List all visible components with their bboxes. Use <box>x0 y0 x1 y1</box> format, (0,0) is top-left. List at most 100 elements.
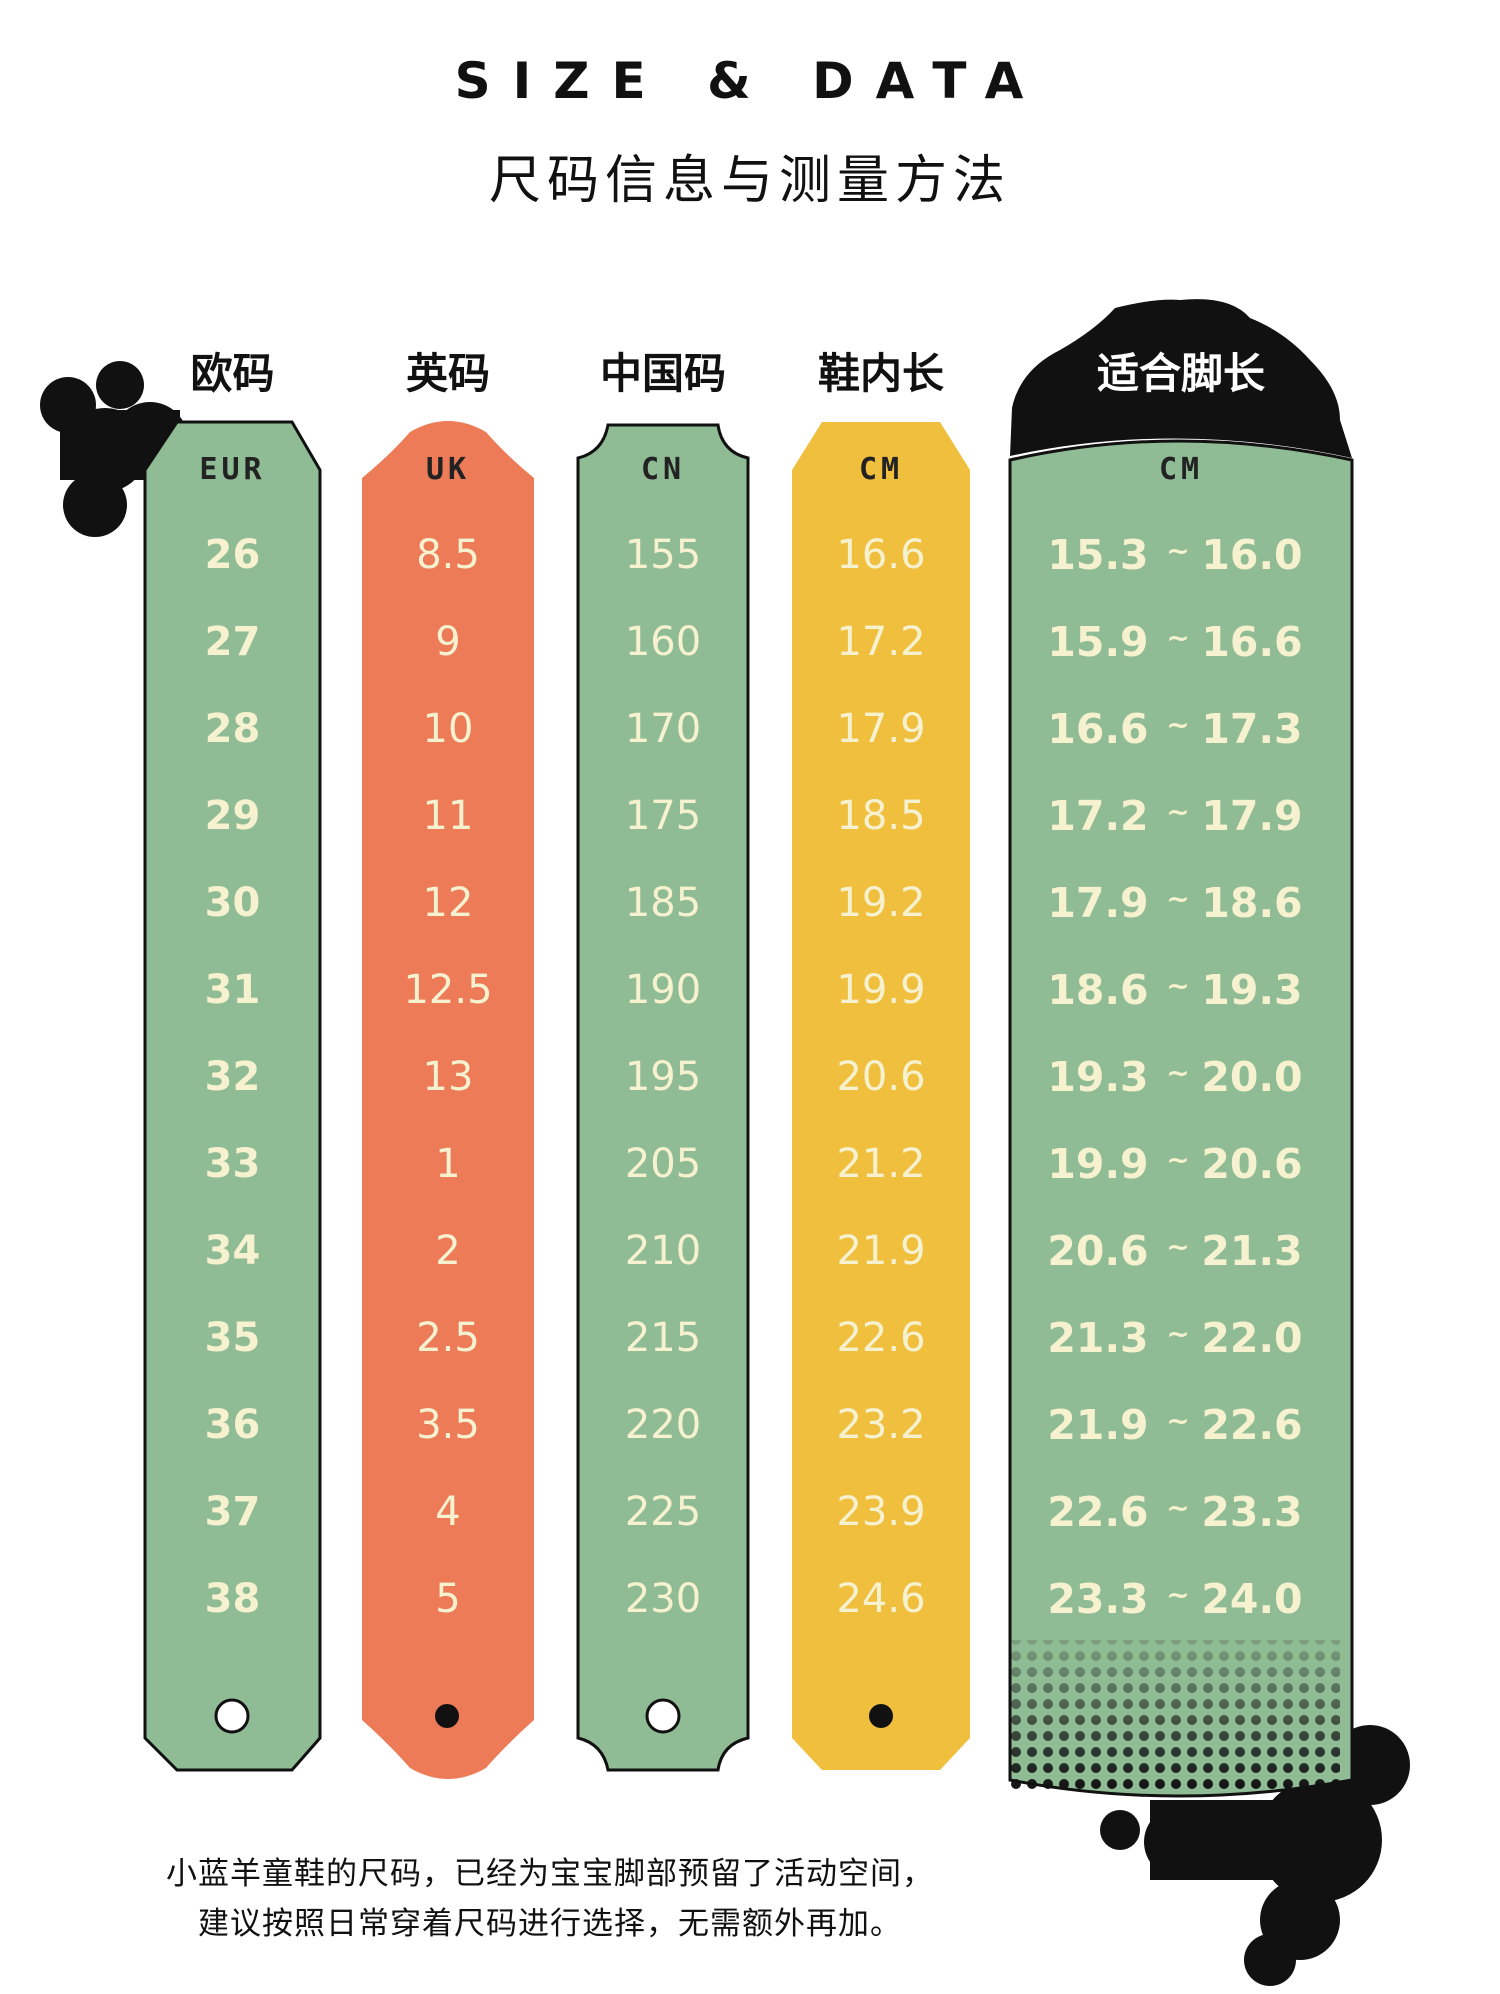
size-cell: 17.2 <box>836 619 926 665</box>
header-uk: 英码 <box>405 349 490 398</box>
foot-length-min: 17.9 <box>1047 879 1149 927</box>
tag-cm-hole <box>869 1704 893 1728</box>
size-cell: 18.5 <box>836 793 926 839</box>
size-cell: 8.5 <box>416 532 480 578</box>
foot-length-max: 20.6 <box>1201 1140 1303 1188</box>
tag-eur-hole <box>214 1698 250 1734</box>
size-cell: 12 <box>422 880 474 926</box>
size-cell: 26 <box>204 532 261 578</box>
range-separator: ~ <box>1166 1143 1190 1176</box>
size-cell: 185 <box>624 880 702 926</box>
foot-length-min: 17.2 <box>1047 792 1149 840</box>
range-separator: ~ <box>1166 1491 1190 1524</box>
size-cell: 36 <box>204 1402 261 1448</box>
size-cell: 12.5 <box>403 967 493 1013</box>
size-cell: 17.9 <box>836 706 926 752</box>
size-cell: 33 <box>204 1141 261 1187</box>
size-cell: 2 <box>435 1228 461 1274</box>
size-cell: 29 <box>204 793 261 839</box>
range-separator: ~ <box>1166 621 1190 654</box>
size-cell: 21.9 <box>836 1228 926 1274</box>
halftone-pattern <box>1010 1640 1352 1790</box>
unit-insole: CM <box>858 452 904 487</box>
range-separator: ~ <box>1166 534 1190 567</box>
size-cell: 4 <box>435 1489 461 1535</box>
range-separator: ~ <box>1166 1056 1190 1089</box>
size-cell: 215 <box>624 1315 702 1361</box>
size-cell: 28 <box>204 706 261 752</box>
size-cell: 19.9 <box>836 967 926 1013</box>
size-cell: 1 <box>435 1141 461 1187</box>
size-cell: 225 <box>624 1489 702 1535</box>
foot-length-max: 17.3 <box>1201 705 1303 753</box>
size-cell: 11 <box>422 793 474 839</box>
size-cell: 32 <box>204 1054 261 1100</box>
size-cell: 20.6 <box>836 1054 926 1100</box>
size-cell: 220 <box>624 1402 702 1448</box>
tag-uk-hole <box>435 1704 459 1728</box>
header-insole: 鞋内长 <box>817 349 944 398</box>
unit-cn: CN <box>640 452 686 487</box>
size-cell: 170 <box>624 706 702 752</box>
foot-length-min: 19.3 <box>1047 1053 1149 1101</box>
size-cell: 190 <box>624 967 702 1013</box>
foot-length-max: 19.3 <box>1201 966 1303 1014</box>
size-cell: 210 <box>624 1228 702 1274</box>
tag-cn <box>576 423 750 1772</box>
foot-length-max: 16.0 <box>1201 531 1303 579</box>
size-cell: 34 <box>204 1228 261 1274</box>
foot-length-max: 20.0 <box>1201 1053 1303 1101</box>
foot-length-min: 15.9 <box>1047 618 1149 666</box>
size-cell: 2.5 <box>416 1315 480 1361</box>
size-cell: 19.2 <box>836 880 926 926</box>
foot-length-max: 17.9 <box>1201 792 1303 840</box>
foot-length-min: 21.9 <box>1047 1401 1149 1449</box>
size-cell: 160 <box>624 619 702 665</box>
tag-uk <box>362 421 534 1779</box>
range-separator: ~ <box>1166 1230 1190 1263</box>
range-separator: ~ <box>1166 882 1190 915</box>
tag-eur <box>143 420 322 1772</box>
size-cell: 23.9 <box>836 1489 926 1535</box>
foot-length-max: 16.6 <box>1201 618 1303 666</box>
range-separator: ~ <box>1166 1578 1190 1611</box>
unit-uk: UK <box>425 452 471 487</box>
tag-fit-head <box>1010 299 1352 458</box>
size-cell: 38 <box>204 1576 261 1622</box>
range-separator: ~ <box>1166 795 1190 828</box>
size-cell: 22.6 <box>836 1315 926 1361</box>
foot-length-min: 19.9 <box>1047 1140 1149 1188</box>
unit-eur: EUR <box>199 452 266 487</box>
foot-length-min: 22.6 <box>1047 1488 1149 1536</box>
range-separator: ~ <box>1166 1317 1190 1350</box>
size-cell: 10 <box>422 706 474 752</box>
size-cell: 35 <box>204 1315 261 1361</box>
header-foot-length: 适合脚长 <box>1096 349 1265 398</box>
size-cell: 31 <box>204 967 261 1013</box>
size-cell: 3.5 <box>416 1402 480 1448</box>
foot-length-min: 21.3 <box>1047 1314 1149 1362</box>
foot-length-min: 15.3 <box>1047 531 1149 579</box>
size-cell: 16.6 <box>836 532 926 578</box>
title-chinese: 尺码信息与测量方法 <box>488 151 1011 211</box>
size-cell: 155 <box>624 532 702 578</box>
size-cell: 30 <box>204 880 261 926</box>
range-separator: ~ <box>1166 1404 1190 1437</box>
foot-length-max: 22.0 <box>1201 1314 1303 1362</box>
foot-length-min: 23.3 <box>1047 1575 1149 1623</box>
size-cell: 23.2 <box>836 1402 926 1448</box>
unit-foot-length: CM <box>1158 452 1204 487</box>
size-cell: 175 <box>624 793 702 839</box>
size-cell: 230 <box>624 1576 702 1622</box>
note-line-2: 建议按照日常穿着尺码进行选择，无需额外再加。 <box>198 1906 902 1942</box>
size-cell: 195 <box>624 1054 702 1100</box>
size-cell: 13 <box>422 1054 474 1100</box>
size-cell: 205 <box>624 1141 702 1187</box>
note-line-1: 小蓝羊童鞋的尺码，已经为宝宝脚部预留了活动空间， <box>166 1856 934 1892</box>
foot-length-min: 18.6 <box>1047 966 1149 1014</box>
header-eur: 欧码 <box>190 349 275 398</box>
foot-length-min: 20.6 <box>1047 1227 1149 1275</box>
tag-cn-hole <box>645 1698 681 1734</box>
foot-length-max: 22.6 <box>1201 1401 1303 1449</box>
